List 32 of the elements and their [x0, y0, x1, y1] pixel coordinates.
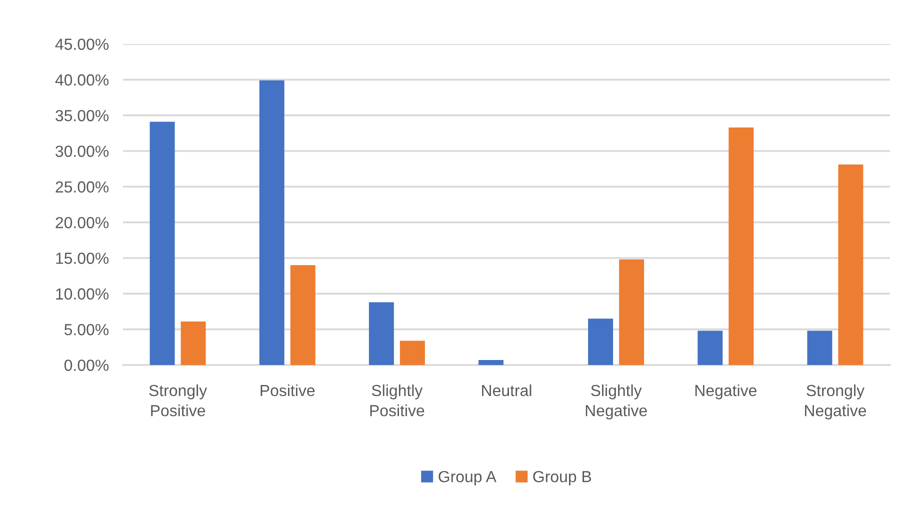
bar — [150, 122, 175, 365]
bar — [807, 330, 832, 365]
x-tick-label: Strongly Negative — [805, 384, 866, 420]
x-tick-label: Neutral — [482, 384, 532, 396]
bar — [259, 80, 284, 365]
legend-label: Group A — [438, 470, 496, 486]
y-tick-label: 30.00% — [56, 146, 109, 157]
x-tick-label: Slightly Negative — [586, 384, 647, 420]
y-tick-label: 5.00% — [64, 324, 109, 336]
x-tick-label: Slightly Positive — [370, 384, 424, 416]
bar — [619, 259, 644, 365]
x-tick-label: Negative — [695, 384, 756, 400]
bar — [290, 265, 316, 365]
bar — [368, 302, 394, 365]
y-tick-label: 40.00% — [55, 74, 109, 86]
bar — [838, 164, 864, 365]
y-tick-label: 25.00% — [56, 181, 109, 193]
y-tick-label: 35.00% — [56, 110, 109, 122]
bar — [588, 318, 614, 365]
x-tick-label: Strongly Positive — [149, 384, 208, 416]
y-tick-label: 45.00% — [55, 38, 109, 50]
y-tick-label: 15.00% — [56, 252, 109, 264]
y-tick-label: 10.00% — [56, 288, 109, 300]
bar — [478, 360, 504, 365]
x-tick-label: Positive — [260, 384, 315, 396]
bar — [728, 127, 754, 365]
y-tick-label: 0.00% — [64, 360, 109, 371]
y-tick-label: 20.00% — [56, 216, 109, 228]
legend-label: Group B — [533, 470, 592, 486]
bar — [180, 321, 206, 365]
bar — [698, 330, 723, 365]
bar — [400, 340, 425, 365]
